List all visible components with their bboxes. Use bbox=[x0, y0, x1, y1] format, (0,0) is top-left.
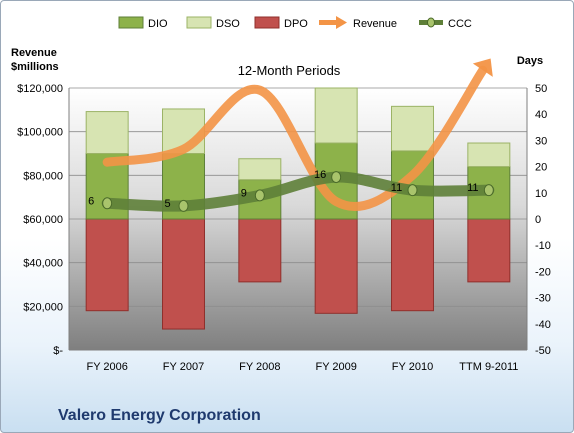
ccc-data-label: 9 bbox=[241, 187, 247, 199]
bar-dso bbox=[238, 158, 282, 181]
bar-dpo bbox=[467, 218, 511, 283]
ccc-data-label: 6 bbox=[88, 195, 94, 207]
x-tick-label: FY 2010 bbox=[392, 361, 433, 373]
legend-label-ccc: CCC bbox=[448, 18, 472, 30]
ccc-marker bbox=[102, 197, 113, 210]
right-tick-label: 0 bbox=[535, 214, 541, 226]
right-tick-label: -20 bbox=[535, 266, 551, 278]
ccc-data-label: 11 bbox=[391, 182, 402, 194]
bar-dpo bbox=[314, 218, 358, 314]
left-tick-label: $80,000 bbox=[23, 170, 63, 182]
right-tick-label: 30 bbox=[535, 135, 547, 147]
bar-dpo bbox=[162, 218, 205, 330]
legend-swatch-revenue-arrowhead bbox=[336, 16, 347, 29]
bar-dpo bbox=[391, 218, 434, 312]
bar-dpo bbox=[85, 218, 129, 312]
right-axis-title: Days bbox=[517, 55, 543, 67]
left-tick-label: $40,000 bbox=[23, 258, 63, 270]
bar-dpo bbox=[238, 218, 282, 283]
x-tick-label: FY 2008 bbox=[239, 361, 280, 373]
x-tick-label: FY 2006 bbox=[86, 361, 127, 373]
x-tick-label: FY 2009 bbox=[315, 361, 356, 373]
left-axis-title-line1: Revenue bbox=[11, 47, 57, 59]
right-tick-label: 10 bbox=[535, 188, 547, 200]
legend-swatch-dpo bbox=[254, 16, 280, 29]
right-tick-label: -30 bbox=[535, 293, 551, 305]
left-axis-title-line2: $millions bbox=[11, 61, 59, 73]
ccc-marker bbox=[331, 171, 342, 184]
legend: DIO DSO DPO Revenue CCC bbox=[118, 16, 472, 30]
ccc-data-label: 11 bbox=[467, 182, 478, 194]
chart-subtitle: 12-Month Periods bbox=[238, 63, 341, 78]
legend-swatch-dio bbox=[118, 16, 144, 29]
left-tick-label: $100,000 bbox=[17, 127, 63, 139]
x-tick-label: TTM 9-2011 bbox=[459, 361, 518, 373]
right-tick-label: 40 bbox=[535, 109, 547, 121]
revenue-line bbox=[102, 65, 488, 211]
right-tick-label: 20 bbox=[535, 162, 547, 174]
ccc-data-label: 5 bbox=[164, 198, 170, 210]
legend-label-dpo: DPO bbox=[284, 18, 308, 30]
ccc-marker bbox=[407, 184, 418, 197]
right-tick-label: -50 bbox=[535, 345, 551, 357]
bar-dso bbox=[314, 87, 358, 144]
ccc-line bbox=[101, 171, 495, 212]
legend-label-dio: DIO bbox=[148, 18, 168, 30]
ccc-marker bbox=[178, 199, 189, 212]
legend-marker-ccc bbox=[427, 17, 435, 28]
bar-dso bbox=[467, 142, 511, 168]
ccc-marker bbox=[254, 189, 265, 202]
revenue-arrowhead bbox=[472, 58, 493, 77]
legend-swatch-dso bbox=[186, 16, 212, 29]
left-tick-label: $120,000 bbox=[17, 83, 63, 95]
bar-dso bbox=[391, 105, 434, 152]
company-name: Valero Energy Corporation bbox=[58, 407, 261, 424]
right-tick-label: 50 bbox=[535, 83, 547, 95]
left-tick-label: $60,000 bbox=[23, 214, 63, 226]
right-tick-label: -10 bbox=[535, 240, 551, 252]
legend-label-revenue: Revenue bbox=[353, 18, 397, 30]
ccc-data-label: 16 bbox=[314, 169, 326, 181]
right-tick-label: -40 bbox=[535, 319, 551, 331]
left-tick-label: $20,000 bbox=[23, 301, 63, 313]
x-tick-label: FY 2007 bbox=[163, 361, 204, 373]
ccc-marker bbox=[483, 184, 494, 197]
left-tick-label: $- bbox=[53, 345, 63, 357]
bar-dso bbox=[85, 111, 129, 154]
legend-label-dso: DSO bbox=[216, 18, 240, 30]
